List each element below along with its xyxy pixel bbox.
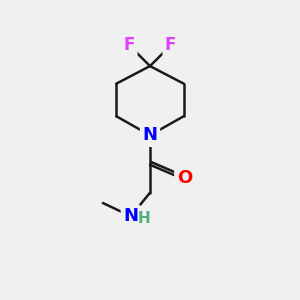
Text: H: H — [138, 211, 151, 226]
Text: N: N — [123, 207, 138, 225]
Text: N: N — [142, 126, 158, 144]
Text: F: F — [165, 37, 176, 55]
Text: O: O — [177, 169, 192, 187]
Text: F: F — [124, 37, 135, 55]
